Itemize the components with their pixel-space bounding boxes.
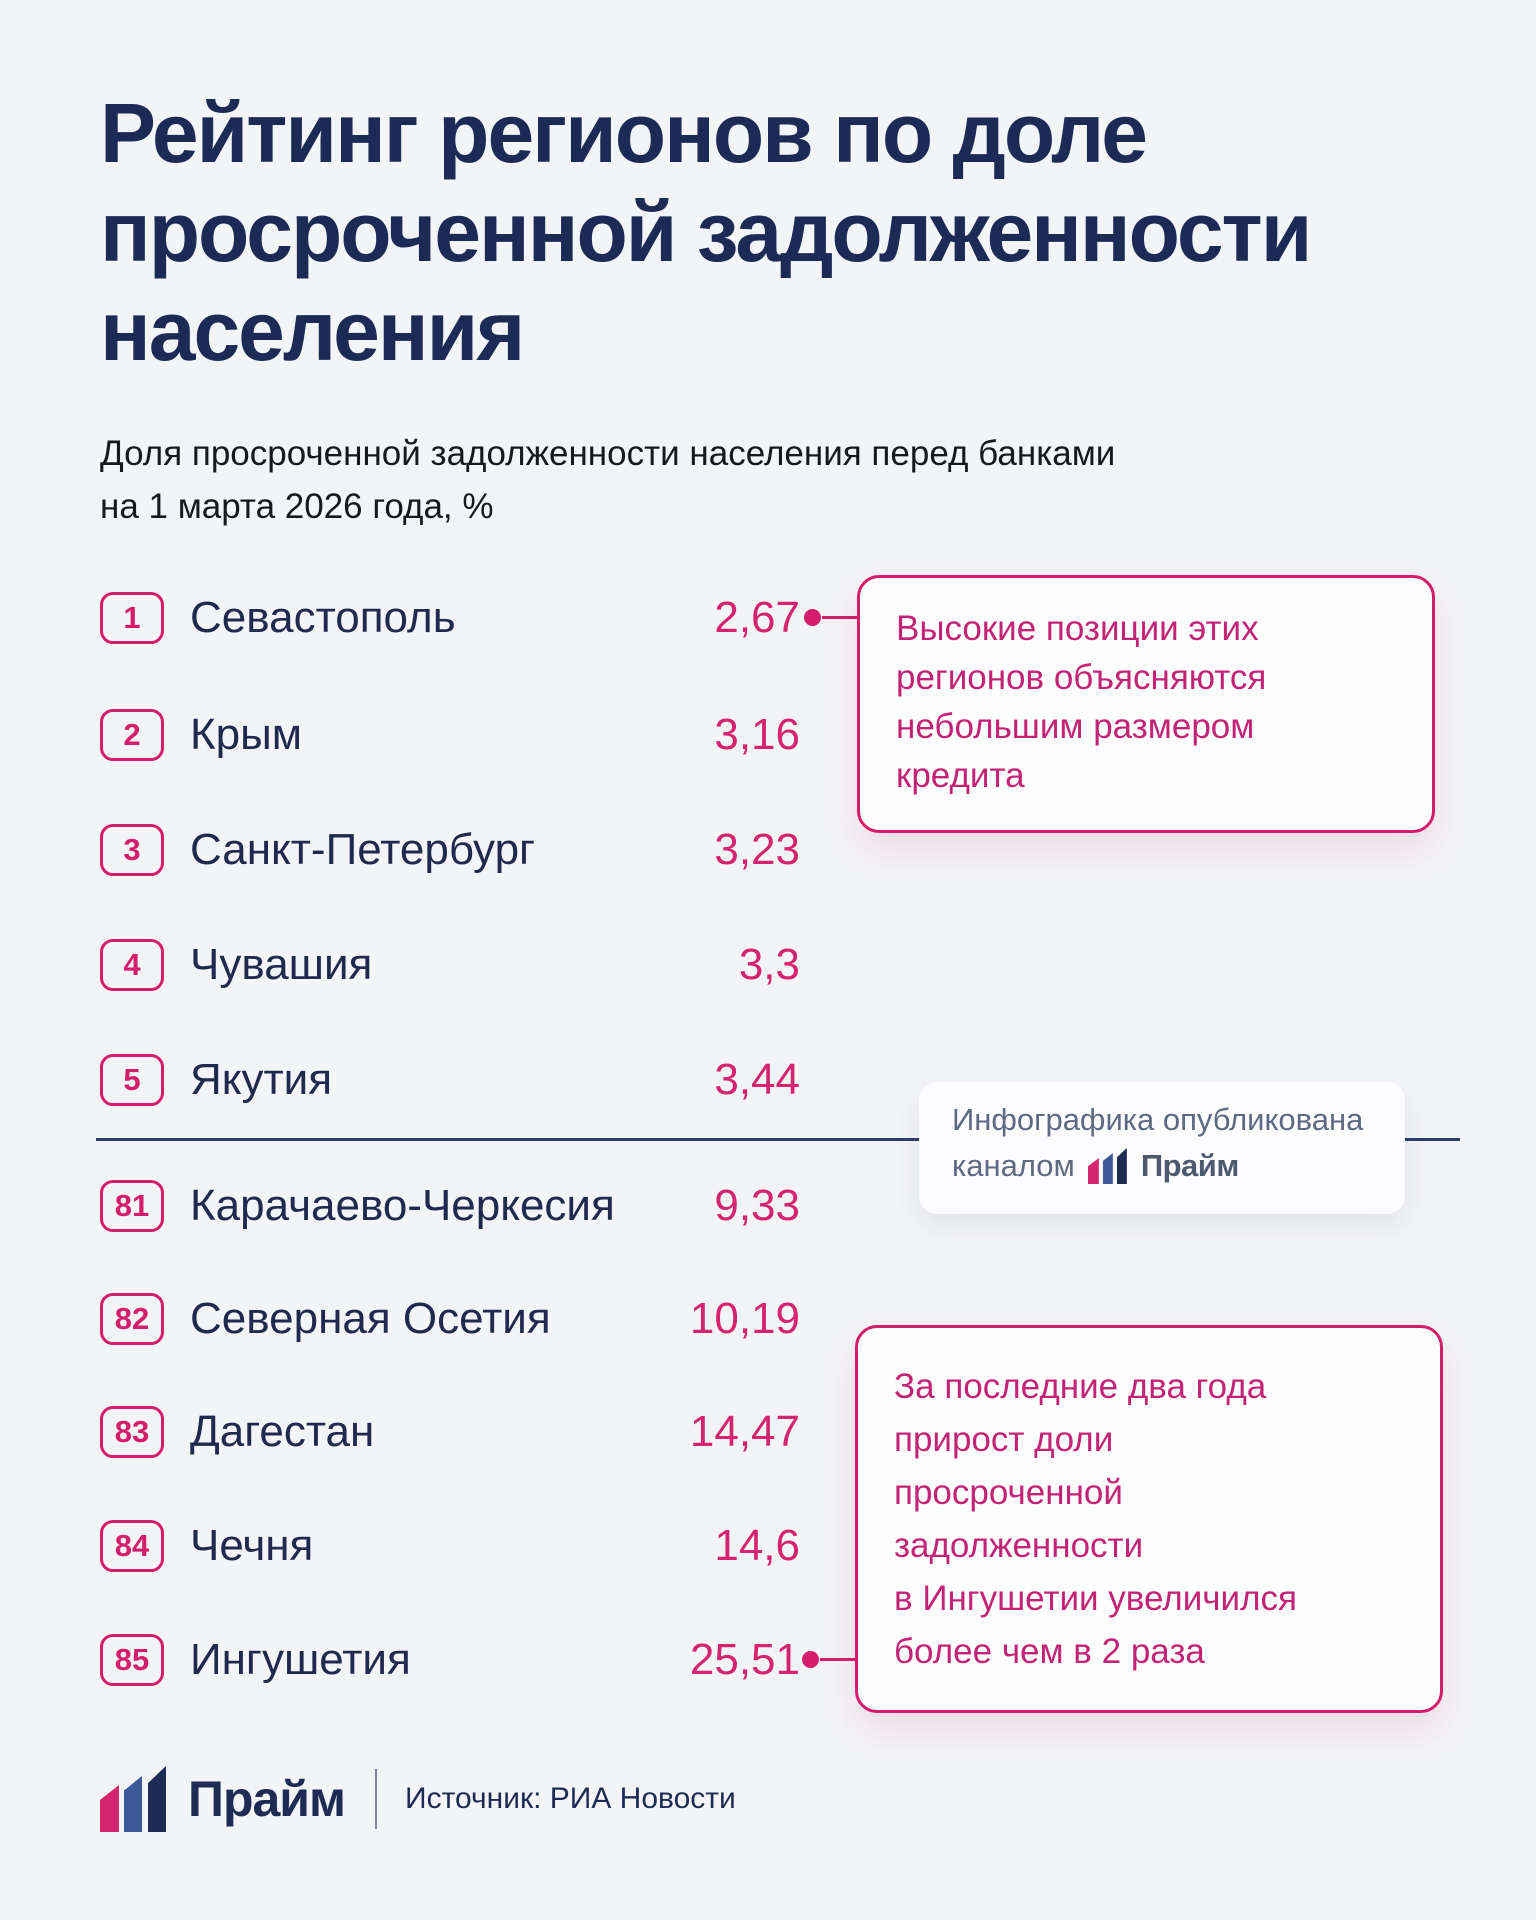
region-value: 3,44 xyxy=(714,1055,800,1104)
table-row: 1 Севастополь 2,67 xyxy=(100,586,800,650)
logo-bar-blue xyxy=(124,1776,142,1832)
rank-badge: 85 xyxy=(100,1634,164,1686)
region-value: 3,23 xyxy=(714,825,800,874)
table-row: 3 Санкт-Петербург 3,23 xyxy=(100,818,800,882)
rank-badge: 5 xyxy=(100,1054,164,1106)
published-badge-prefix: каналом xyxy=(952,1148,1075,1183)
prime-logo-icon xyxy=(100,1766,166,1832)
table-row: 82 Северная Осетия 10,19 xyxy=(100,1287,800,1351)
region-value: 25,51 xyxy=(689,1635,800,1684)
prime-brand-name: Прайм xyxy=(188,1771,346,1827)
page-subtitle: Доля просроченной задолженности населени… xyxy=(100,434,1116,526)
rank-badge: 84 xyxy=(100,1520,164,1572)
region-name: Северная Осетия xyxy=(190,1294,551,1343)
region-name: Чувашия xyxy=(190,940,373,989)
region-name: Севастополь xyxy=(190,593,456,642)
rank-badge: 2 xyxy=(100,709,164,761)
region-value: 14,6 xyxy=(714,1521,800,1570)
rank-badge: 4 xyxy=(100,939,164,991)
region-value: 3,16 xyxy=(714,710,800,759)
table-row: 2 Крым 3,16 xyxy=(100,703,800,767)
footer-divider xyxy=(375,1769,378,1829)
rank-gap-divider xyxy=(96,1138,1460,1141)
table-row: 81 Карачаево-Черкесия 9,33 xyxy=(100,1174,800,1238)
footer: Прайм Источник: РИА Новости xyxy=(100,1766,736,1832)
logo-bar-blue xyxy=(1102,1153,1113,1184)
source-text: Источник: РИА Новости xyxy=(405,1782,736,1815)
connector-line xyxy=(822,616,860,619)
logo-bar-navy xyxy=(1116,1148,1127,1184)
connector-dot xyxy=(802,1651,819,1668)
rank-badge: 81 xyxy=(100,1180,164,1232)
logo-bar-pink xyxy=(1087,1158,1099,1184)
region-value: 3,3 xyxy=(738,940,800,989)
connector-line xyxy=(820,1658,858,1661)
region-name: Крым xyxy=(190,710,302,759)
region-name: Ингушетия xyxy=(190,1635,411,1684)
table-row: 84 Чечня 14,6 xyxy=(100,1514,800,1578)
connector-dot xyxy=(804,609,821,626)
region-value: 10,19 xyxy=(689,1294,800,1343)
page-title: Рейтинг регионов по доле просроченной за… xyxy=(100,86,1312,379)
region-name: Карачаево-Черкесия xyxy=(190,1181,615,1230)
logo-bar-navy xyxy=(148,1766,166,1832)
rank-badge: 83 xyxy=(100,1406,164,1458)
table-row: 85 Ингушетия 25,51 xyxy=(100,1628,800,1692)
table-row: 4 Чувашия 3,3 xyxy=(100,933,800,997)
rank-badge: 3 xyxy=(100,824,164,876)
prime-brand-name: Прайм xyxy=(1140,1148,1239,1183)
table-row: 5 Якутия 3,44 xyxy=(100,1048,800,1112)
rank-badge: 1 xyxy=(100,592,164,644)
region-value: 14,47 xyxy=(689,1407,800,1456)
region-name: Якутия xyxy=(190,1055,333,1104)
region-value: 9,33 xyxy=(714,1181,800,1230)
region-name: Дагестан xyxy=(190,1407,375,1456)
callout-ingushetia-growth: За последние два года прирост доли проср… xyxy=(855,1325,1443,1713)
published-by-badge: Инфографика опубликована каналом Прайм xyxy=(919,1082,1405,1214)
rank-badge: 82 xyxy=(100,1293,164,1345)
prime-logo-icon xyxy=(1087,1148,1128,1184)
region-name: Чечня xyxy=(190,1521,314,1570)
region-value: 2,67 xyxy=(714,593,800,642)
callout-top-regions: Высокие позиции этих регионов объясняютс… xyxy=(857,575,1435,833)
table-row: 83 Дагестан 14,47 xyxy=(100,1400,800,1464)
published-badge-text: Инфографика опубликована xyxy=(952,1102,1364,1137)
region-name: Санкт-Петербург xyxy=(190,825,536,874)
logo-bar-pink xyxy=(100,1785,119,1832)
